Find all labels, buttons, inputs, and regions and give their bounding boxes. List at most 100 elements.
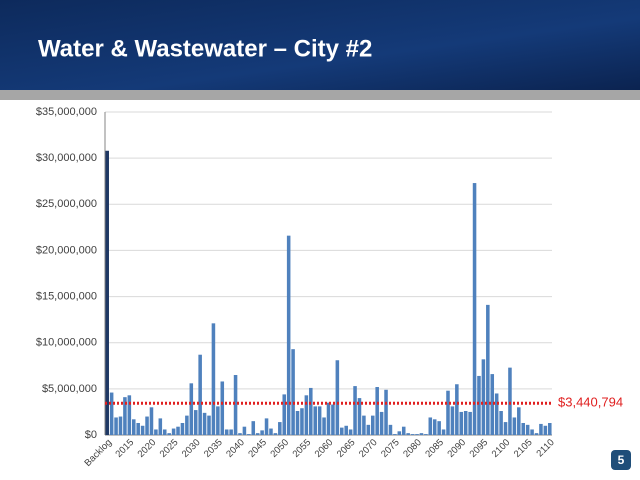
x-tick-label: 2055: [291, 437, 314, 460]
bar: [384, 389, 388, 435]
bar: [335, 360, 340, 435]
x-tick-label: 2090: [445, 437, 468, 460]
bar: [525, 424, 530, 435]
bar: [180, 423, 185, 435]
y-tick-label: $10,000,000: [36, 337, 97, 349]
bar: [105, 150, 109, 435]
x-tick-label: 2065: [335, 437, 358, 460]
bar: [340, 427, 344, 435]
bar: [255, 433, 260, 435]
bar: [207, 415, 211, 435]
bar: [432, 419, 437, 435]
bar: [410, 434, 415, 435]
bar: [543, 425, 548, 435]
bar: [455, 384, 459, 435]
bar: [238, 433, 242, 435]
bar: [472, 183, 477, 435]
x-tick-label: 2105: [512, 437, 535, 460]
bar: [459, 411, 464, 435]
bar: [508, 367, 512, 435]
bar: [136, 423, 140, 435]
bar: [348, 429, 353, 435]
bar: [251, 421, 256, 435]
x-tick-label: Backlog: [82, 437, 114, 469]
bar: [521, 423, 526, 435]
bar: [446, 390, 450, 435]
x-tick-label: 2045: [246, 437, 269, 460]
bar: [441, 429, 446, 435]
x-tick-label: 2085: [423, 437, 446, 460]
bar: [534, 433, 539, 435]
plot: $0 $5,000,000 $10,000,000 $15,000,000 $20,00…: [36, 106, 623, 469]
bar: [548, 423, 552, 435]
y-tick-label: $20,000,000: [36, 244, 97, 256]
bar: [317, 406, 322, 435]
x-tick-label: 2060: [313, 437, 336, 460]
bar: [176, 426, 180, 435]
bar: [229, 429, 233, 435]
y-tick-label: $35,000,000: [36, 106, 97, 118]
x-tick-label: 2080: [401, 437, 424, 460]
bar: [379, 411, 384, 435]
bar: [295, 411, 300, 435]
bar: [127, 395, 132, 435]
bar: [193, 410, 198, 435]
y-tick-label: $5,000,000: [42, 383, 97, 395]
y-tick-label: $25,000,000: [36, 198, 97, 210]
bar: [145, 416, 149, 435]
bar: [415, 434, 419, 435]
bar: [499, 411, 503, 435]
bar: [282, 394, 287, 435]
bar: [211, 323, 216, 435]
bar: [353, 386, 357, 435]
bar: [300, 408, 304, 435]
bar: [162, 429, 167, 435]
bar: [503, 422, 508, 435]
bar: [118, 416, 123, 435]
bar: [185, 415, 189, 435]
x-tick-label: 2095: [468, 437, 491, 460]
bar: [450, 406, 455, 435]
bar: [242, 426, 247, 435]
bar: [264, 418, 269, 435]
x-tick-label: 2030: [180, 437, 203, 460]
bar: [189, 383, 194, 435]
bar: [331, 404, 335, 435]
bar: [278, 422, 282, 435]
bar: [202, 412, 207, 435]
average-label: $3,440,794: [558, 395, 623, 410]
bar: [370, 415, 375, 435]
bar: [140, 425, 145, 435]
bar: [517, 407, 521, 435]
bar: [375, 387, 379, 435]
bar: [114, 417, 118, 435]
bar: [286, 235, 291, 435]
header-band: [0, 0, 640, 90]
bar: [247, 434, 251, 435]
bar: [224, 429, 229, 435]
header-stripe: [0, 90, 640, 100]
bar: [366, 424, 371, 435]
bar: [419, 433, 424, 435]
x-tick-label: 2040: [224, 437, 247, 460]
bar: [216, 406, 220, 435]
bar: [468, 411, 472, 435]
bar: [437, 421, 441, 435]
bar: [322, 417, 326, 435]
bar: [397, 431, 402, 435]
bar: [530, 429, 534, 435]
bar: [344, 425, 348, 435]
x-tick-label: 2070: [357, 437, 380, 460]
bar: [220, 381, 225, 435]
bar: [494, 393, 499, 435]
bar: [539, 423, 543, 435]
bar: [490, 374, 495, 435]
x-tick-label: 2020: [136, 437, 159, 460]
bar: [171, 428, 176, 435]
bar: [481, 359, 486, 435]
bar: [291, 349, 295, 435]
bar: [131, 419, 136, 435]
bar: [357, 398, 362, 435]
x-tick-label: 2015: [114, 437, 137, 460]
